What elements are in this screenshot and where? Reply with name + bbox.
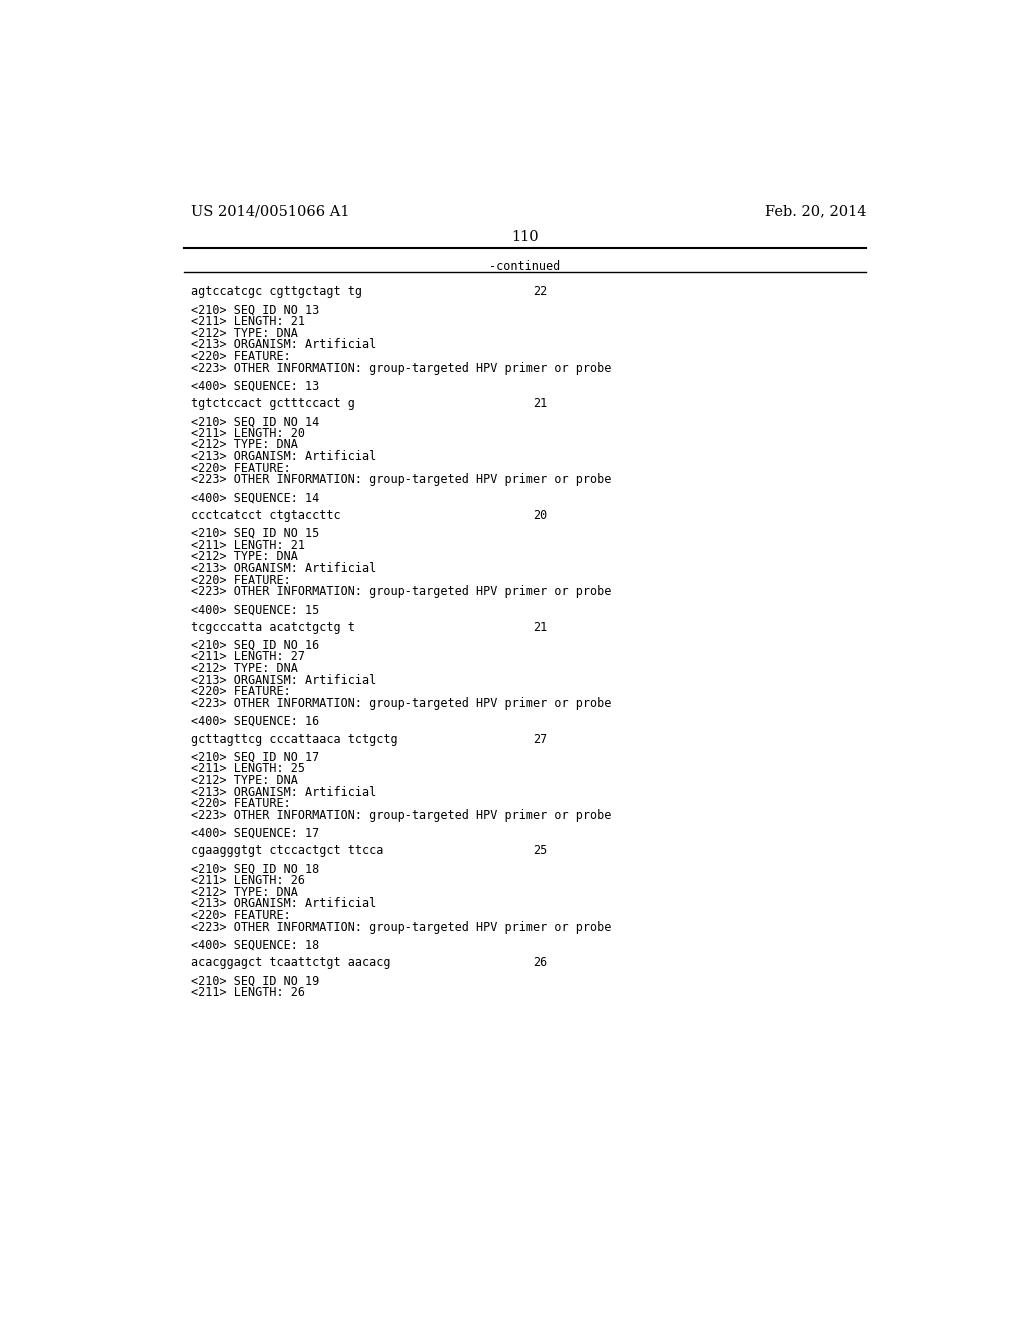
Text: <211> LENGTH: 21: <211> LENGTH: 21 (191, 315, 305, 327)
Text: agtccatcgc cgttgctagt tg: agtccatcgc cgttgctagt tg (191, 285, 362, 298)
Text: <212> TYPE: DNA: <212> TYPE: DNA (191, 326, 298, 339)
Text: <220> FEATURE:: <220> FEATURE: (191, 797, 291, 810)
Text: <212> TYPE: DNA: <212> TYPE: DNA (191, 886, 298, 899)
Text: <210> SEQ ID NO 16: <210> SEQ ID NO 16 (191, 639, 319, 652)
Text: 21: 21 (532, 397, 547, 411)
Text: <211> LENGTH: 27: <211> LENGTH: 27 (191, 651, 305, 664)
Text: <220> FEATURE:: <220> FEATURE: (191, 350, 291, 363)
Text: <213> ORGANISM: Artificial: <213> ORGANISM: Artificial (191, 338, 377, 351)
Text: <211> LENGTH: 21: <211> LENGTH: 21 (191, 539, 305, 552)
Text: <400> SEQUENCE: 13: <400> SEQUENCE: 13 (191, 379, 319, 392)
Text: <223> OTHER INFORMATION: group-targeted HPV primer or probe: <223> OTHER INFORMATION: group-targeted … (191, 809, 612, 822)
Text: acacggagct tcaattctgt aacacg: acacggagct tcaattctgt aacacg (191, 956, 391, 969)
Text: <400> SEQUENCE: 18: <400> SEQUENCE: 18 (191, 939, 319, 952)
Text: <220> FEATURE:: <220> FEATURE: (191, 685, 291, 698)
Text: <400> SEQUENCE: 17: <400> SEQUENCE: 17 (191, 826, 319, 840)
Text: <210> SEQ ID NO 14: <210> SEQ ID NO 14 (191, 414, 319, 428)
Text: <210> SEQ ID NO 13: <210> SEQ ID NO 13 (191, 304, 319, 317)
Text: <223> OTHER INFORMATION: group-targeted HPV primer or probe: <223> OTHER INFORMATION: group-targeted … (191, 697, 612, 710)
Text: <210> SEQ ID NO 15: <210> SEQ ID NO 15 (191, 527, 319, 540)
Text: 21: 21 (532, 620, 547, 634)
Text: <211> LENGTH: 26: <211> LENGTH: 26 (191, 874, 305, 887)
Text: tgtctccact gctttccact g: tgtctccact gctttccact g (191, 397, 355, 411)
Text: US 2014/0051066 A1: US 2014/0051066 A1 (191, 205, 350, 218)
Text: <212> TYPE: DNA: <212> TYPE: DNA (191, 774, 298, 787)
Text: 110: 110 (511, 230, 539, 244)
Text: 27: 27 (532, 733, 547, 746)
Text: 22: 22 (532, 285, 547, 298)
Text: 20: 20 (532, 510, 547, 521)
Text: <400> SEQUENCE: 14: <400> SEQUENCE: 14 (191, 491, 319, 504)
Text: 26: 26 (532, 956, 547, 969)
Text: <223> OTHER INFORMATION: group-targeted HPV primer or probe: <223> OTHER INFORMATION: group-targeted … (191, 362, 612, 375)
Text: <220> FEATURE:: <220> FEATURE: (191, 462, 291, 475)
Text: <211> LENGTH: 20: <211> LENGTH: 20 (191, 426, 305, 440)
Text: <223> OTHER INFORMATION: group-targeted HPV primer or probe: <223> OTHER INFORMATION: group-targeted … (191, 585, 612, 598)
Text: <213> ORGANISM: Artificial: <213> ORGANISM: Artificial (191, 562, 377, 576)
Text: <213> ORGANISM: Artificial: <213> ORGANISM: Artificial (191, 898, 377, 911)
Text: <400> SEQUENCE: 15: <400> SEQUENCE: 15 (191, 603, 319, 616)
Text: <220> FEATURE:: <220> FEATURE: (191, 574, 291, 586)
Text: <210> SEQ ID NO 17: <210> SEQ ID NO 17 (191, 751, 319, 763)
Text: tcgcccatta acatctgctg t: tcgcccatta acatctgctg t (191, 620, 355, 634)
Text: <400> SEQUENCE: 16: <400> SEQUENCE: 16 (191, 715, 319, 727)
Text: <212> TYPE: DNA: <212> TYPE: DNA (191, 663, 298, 675)
Text: <211> LENGTH: 25: <211> LENGTH: 25 (191, 762, 305, 775)
Text: <213> ORGANISM: Artificial: <213> ORGANISM: Artificial (191, 450, 377, 463)
Text: cgaagggtgt ctccactgct ttcca: cgaagggtgt ctccactgct ttcca (191, 845, 384, 858)
Text: ccctcatcct ctgtaccttc: ccctcatcct ctgtaccttc (191, 510, 341, 521)
Text: <223> OTHER INFORMATION: group-targeted HPV primer or probe: <223> OTHER INFORMATION: group-targeted … (191, 920, 612, 933)
Text: <213> ORGANISM: Artificial: <213> ORGANISM: Artificial (191, 673, 377, 686)
Text: <213> ORGANISM: Artificial: <213> ORGANISM: Artificial (191, 785, 377, 799)
Text: Feb. 20, 2014: Feb. 20, 2014 (765, 205, 866, 218)
Text: <223> OTHER INFORMATION: group-targeted HPV primer or probe: <223> OTHER INFORMATION: group-targeted … (191, 474, 612, 487)
Text: <220> FEATURE:: <220> FEATURE: (191, 909, 291, 921)
Text: -continued: -continued (489, 260, 560, 273)
Text: <210> SEQ ID NO 19: <210> SEQ ID NO 19 (191, 974, 319, 987)
Text: <212> TYPE: DNA: <212> TYPE: DNA (191, 550, 298, 564)
Text: <210> SEQ ID NO 18: <210> SEQ ID NO 18 (191, 862, 319, 875)
Text: <211> LENGTH: 26: <211> LENGTH: 26 (191, 986, 305, 999)
Text: gcttagttcg cccattaaca tctgctg: gcttagttcg cccattaaca tctgctg (191, 733, 398, 746)
Text: 25: 25 (532, 845, 547, 858)
Text: <212> TYPE: DNA: <212> TYPE: DNA (191, 438, 298, 451)
